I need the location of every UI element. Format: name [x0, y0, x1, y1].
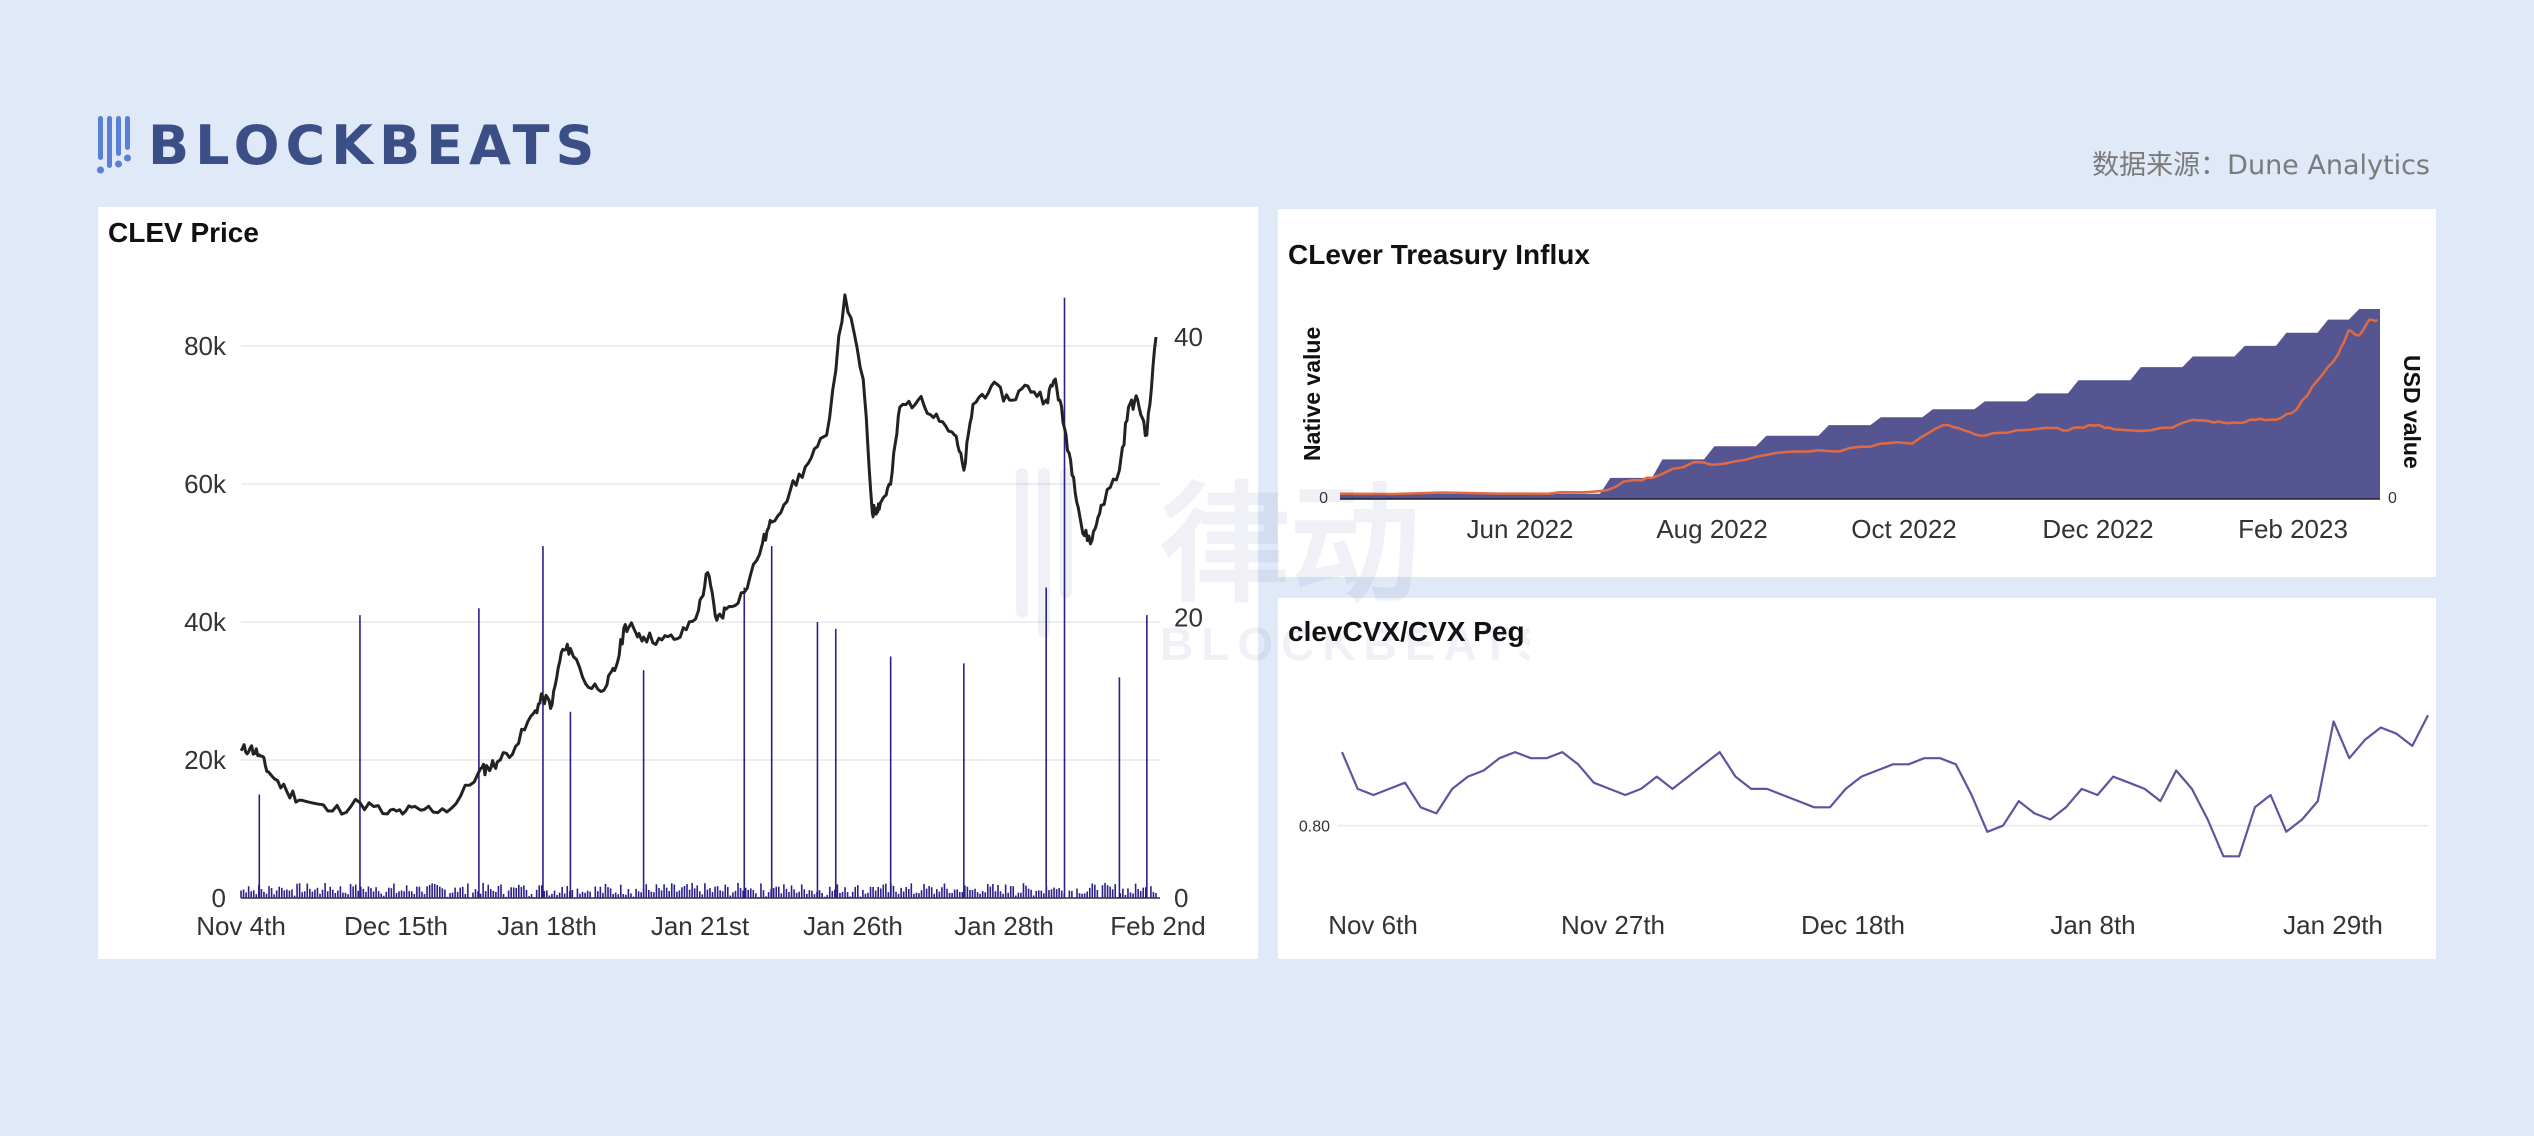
y-tick-label: 0.80 [1299, 819, 1330, 836]
x-tick-label: Feb 2023 [2238, 514, 2348, 544]
x-tick-label: Dec 15th [344, 911, 448, 941]
y-left-axis-title: Native value [1299, 327, 1325, 461]
y-right-tick-label: 20 [1174, 603, 1203, 633]
x-tick-label: Jan 26th [803, 911, 903, 941]
x-tick-label: Jun 2022 [1467, 514, 1574, 544]
y-left-tick-label: 0 [1319, 490, 1328, 507]
y-left-tick-label: 40k [184, 607, 227, 637]
y-right-axis-title: USD value [2399, 355, 2425, 469]
x-tick-label: Dec 18th [1801, 910, 1905, 940]
x-tick-label: Oct 2022 [1851, 514, 1957, 544]
y-left-tick-label: 60k [184, 469, 227, 499]
blockbeats-logo-icon [97, 116, 131, 174]
usd-value-line [1339, 318, 2378, 496]
peg-panel: clevCVX/CVX Peg 0.80 Nov 6th Nov 27th Dec 1… [1278, 598, 2436, 959]
clev-price-chart: 0 20k 40k 60k 80k 0 20 40 Nov 4th Dec 15th Jan 18t… [184, 293, 1206, 941]
x-tick-label: Jan 8th [2050, 910, 2135, 940]
x-tick-label: Nov 6th [1328, 910, 1418, 940]
treasury-influx-chart: Native value USD value 0 0 Jun 2022 Aug 2022 O… [1299, 309, 2425, 544]
x-tick-label: Jan 21st [651, 911, 750, 941]
treasury-influx-panel: CLever Treasury Influx Native value USD v… [1278, 209, 2436, 577]
y-right-tick-label: 40 [1174, 322, 1203, 352]
x-tick-label: Jan 29th [2283, 910, 2383, 940]
x-tick-label: Jan 18th [497, 911, 597, 941]
chart-title: CLEV Price [108, 217, 259, 248]
x-tick-label: Nov 27th [1561, 910, 1665, 940]
brand-name: BLOCKBEATS [148, 114, 601, 177]
x-tick-label: Jan 28th [954, 911, 1054, 941]
price-line [239, 293, 1158, 816]
native-value-area [1340, 309, 2380, 499]
data-source-label: 数据来源：Dune Analytics [2092, 150, 2430, 181]
peg-chart: 0.80 Nov 6th Nov 27th Dec 18th Jan 8th Jan 29… [1299, 714, 2429, 940]
chart-title: clevCVX/CVX Peg [1288, 616, 1525, 647]
y-left-tick-label: 80k [184, 331, 227, 361]
y-left-tick-label: 0 [212, 883, 226, 913]
x-tick-label: Feb 2nd [1110, 911, 1205, 941]
y-left-tick-label: 20k [184, 745, 227, 775]
x-tick-label: Dec 2022 [2042, 514, 2153, 544]
chart-title: CLever Treasury Influx [1288, 239, 1590, 270]
y-right-tick-label: 0 [1174, 883, 1188, 913]
blockbeats-logo: BLOCKBEATS [96, 112, 594, 178]
y-right-tick-label: 0 [2388, 490, 2397, 507]
clev-price-panel: CLEV Price 0 20k 40k 60k 80k 0 20 40 Nov 4th Dec … [98, 207, 1258, 959]
peg-line [1340, 714, 2429, 858]
x-tick-label: Nov 4th [196, 911, 286, 941]
x-tick-label: Aug 2022 [1656, 514, 1767, 544]
